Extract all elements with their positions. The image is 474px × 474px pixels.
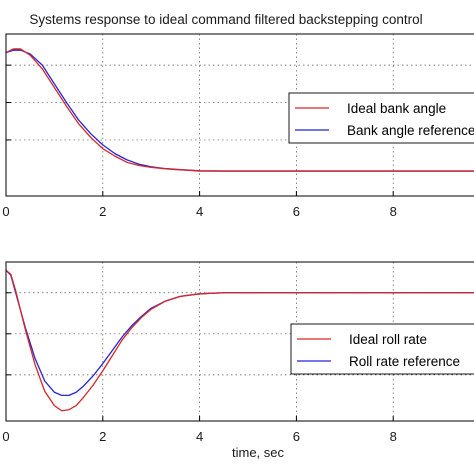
chart-title: Systems response to ideal command filter… bbox=[29, 12, 422, 27]
series-line-ideal-roll-rate bbox=[5, 269, 474, 412]
x-tick-label: 6 bbox=[293, 429, 300, 444]
x-tick-label: 0 bbox=[2, 204, 9, 219]
legend: Ideal roll rate Roll rate reference bbox=[290, 323, 474, 375]
legend-label: Roll rate reference bbox=[349, 354, 460, 369]
x-tick-label: 6 bbox=[293, 204, 300, 219]
x-axis-label: time, sec bbox=[232, 445, 285, 460]
x-tick-label: 4 bbox=[196, 429, 203, 444]
legend-box bbox=[290, 323, 474, 375]
legend-label: Ideal roll rate bbox=[349, 332, 427, 347]
legend-label: Bank angle reference bbox=[347, 123, 474, 138]
subplot-1: 0 2 4 6 8 Ideal bank angle Bank angle referenc… bbox=[2, 33, 474, 219]
x-tick-label: 0 bbox=[2, 429, 9, 444]
subplot-2: 0 2 4 6 8 time, sec Ideal roll rate Roll rate r… bbox=[2, 261, 474, 460]
series-line-ideal-bank-angle bbox=[5, 48, 474, 172]
x-tick-label: 8 bbox=[390, 204, 397, 219]
x-tick-label: 4 bbox=[196, 204, 203, 219]
axes-box bbox=[5, 261, 474, 422]
legend-box bbox=[288, 92, 474, 144]
x-tick-label: 8 bbox=[390, 429, 397, 444]
axes-box bbox=[5, 33, 474, 197]
x-tick-label: 2 bbox=[99, 204, 106, 219]
x-tick-label: 2 bbox=[99, 429, 106, 444]
legend-label: Ideal bank angle bbox=[347, 101, 446, 116]
legend: Ideal bank angle Bank angle reference bbox=[288, 92, 474, 144]
